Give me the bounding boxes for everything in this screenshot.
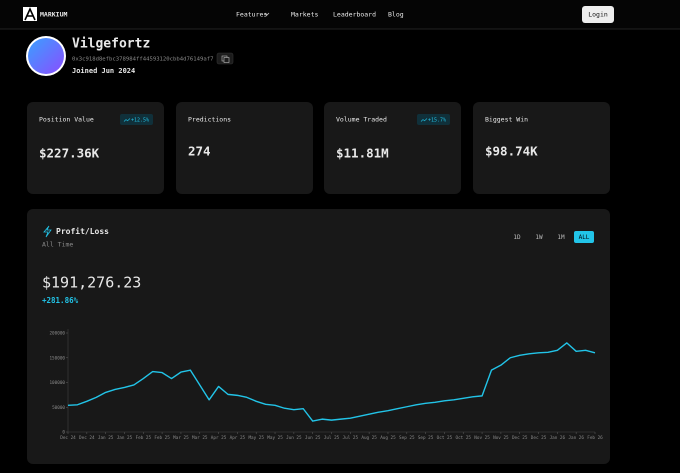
x-tick-label: May 25 bbox=[248, 435, 264, 441]
pnl-amount: $191,276.23 bbox=[42, 274, 141, 292]
x-tick-label: Dec 24 bbox=[79, 435, 95, 441]
joined-date: Joined Jun 2024 bbox=[72, 67, 135, 75]
brand[interactable]: MARKIUM bbox=[40, 11, 67, 19]
x-tick-label: Oct 25 bbox=[437, 435, 453, 441]
badge bbox=[120, 114, 153, 125]
range-label[interactable]: 1D bbox=[513, 234, 521, 241]
pnl-card bbox=[27, 209, 610, 464]
nav-link[interactable]: Markets bbox=[291, 11, 318, 19]
logo-mark bbox=[24, 7, 36, 21]
stat-label: Biggest Win bbox=[485, 116, 528, 124]
card-bg bbox=[176, 102, 313, 194]
x-tick-label: Jan 26 bbox=[568, 435, 584, 441]
y-tick-label: 100000 bbox=[49, 380, 65, 386]
x-tick-label: Nov 25 bbox=[493, 435, 509, 441]
stat-label: Predictions bbox=[188, 116, 231, 124]
stat-card: Volume Traded +15.7% $11.81M bbox=[324, 102, 461, 194]
nav-link[interactable]: Blog bbox=[388, 11, 404, 19]
stat-value: 274 bbox=[188, 144, 211, 159]
copy-icon bbox=[223, 57, 230, 63]
y-tick-label: 0 bbox=[62, 430, 65, 436]
x-tick-label: Jan 26 bbox=[550, 435, 566, 441]
login-button[interactable] bbox=[582, 6, 614, 23]
range-label[interactable]: 1W bbox=[535, 234, 543, 241]
card-bg bbox=[473, 102, 610, 194]
badge-text: +15.7% bbox=[428, 118, 446, 124]
bolt-icon bbox=[43, 225, 52, 238]
x-tick-label: May 25 bbox=[267, 435, 283, 441]
x-tick-label: Sep 25 bbox=[399, 435, 415, 441]
y-tick-label: 50000 bbox=[52, 405, 65, 411]
x-tick-label: Dec 24 bbox=[60, 435, 76, 441]
pnl-title: Profit/Loss bbox=[56, 226, 109, 236]
stat-label: Volume Traded bbox=[336, 116, 387, 124]
x-tick-label: Mar 25 bbox=[192, 435, 208, 441]
stat-label: Position Value bbox=[39, 116, 94, 124]
x-tick-label: Jul 25 bbox=[343, 435, 359, 441]
x-tick-label: Feb 25 bbox=[154, 435, 170, 441]
x-tick-label: Apr 25 bbox=[211, 435, 227, 441]
x-tick-label: Dec 25 bbox=[512, 435, 528, 441]
username: Vilgefortz bbox=[72, 37, 150, 52]
stat-value: $227.36K bbox=[39, 146, 100, 161]
stat-card: Biggest Win $98.74K bbox=[473, 102, 610, 194]
wallet-address: 0x3c918d8efbc378984ff44593120cbb4d76149a… bbox=[72, 57, 213, 63]
x-tick-label: Jan 25 bbox=[117, 435, 133, 441]
range-selector: 1D 1W 1M ALL bbox=[513, 231, 594, 243]
badge-text: +12.5% bbox=[131, 118, 149, 124]
range-label[interactable]: 1M bbox=[557, 234, 565, 241]
x-tick-label: Aug 25 bbox=[380, 435, 396, 441]
dropdown-caret bbox=[264, 12, 270, 16]
navbar bbox=[0, 0, 680, 29]
trend-icon bbox=[123, 118, 131, 122]
nav-link[interactable]: Leaderboard bbox=[333, 11, 376, 19]
range-label[interactable]: ALL bbox=[579, 234, 590, 241]
x-tick-label: Mar 25 bbox=[173, 435, 189, 441]
badge bbox=[417, 114, 450, 125]
pnl-change: +281.86% bbox=[42, 296, 79, 305]
x-tick-label: Nov 25 bbox=[474, 435, 490, 441]
x-tick-label: Feb 26 bbox=[587, 435, 603, 441]
x-tick-label: Oct 25 bbox=[455, 435, 471, 441]
x-tick-label: Jul 25 bbox=[324, 435, 340, 441]
x-tick-label: Dec 25 bbox=[531, 435, 547, 441]
x-tick-label: Sep 25 bbox=[418, 435, 434, 441]
trend-icon bbox=[420, 118, 428, 122]
login-label[interactable]: Login bbox=[588, 11, 608, 19]
pnl-period: All Time bbox=[42, 241, 73, 249]
pnl-line bbox=[67, 342, 596, 422]
avatar bbox=[28, 38, 64, 74]
x-tick-label: Feb 25 bbox=[136, 435, 152, 441]
y-tick-label: 150000 bbox=[49, 355, 65, 361]
stat-card: Position Value +12.5% $227.36K bbox=[27, 102, 164, 194]
y-tick-label: 200000 bbox=[49, 331, 65, 337]
range-button[interactable] bbox=[574, 231, 594, 243]
nav-link[interactable]: Features bbox=[236, 11, 267, 19]
stat-card: Predictions 274 bbox=[176, 102, 313, 194]
x-tick-label: Jun 25 bbox=[286, 435, 302, 441]
x-tick-label: Jun 25 bbox=[305, 435, 321, 441]
stat-value: $11.81M bbox=[336, 146, 389, 161]
x-tick-label: Aug 25 bbox=[361, 435, 377, 441]
x-tick-label: Apr 25 bbox=[230, 435, 246, 441]
stat-value: $98.74K bbox=[485, 144, 538, 159]
x-tick-label: Jan 25 bbox=[98, 435, 114, 441]
